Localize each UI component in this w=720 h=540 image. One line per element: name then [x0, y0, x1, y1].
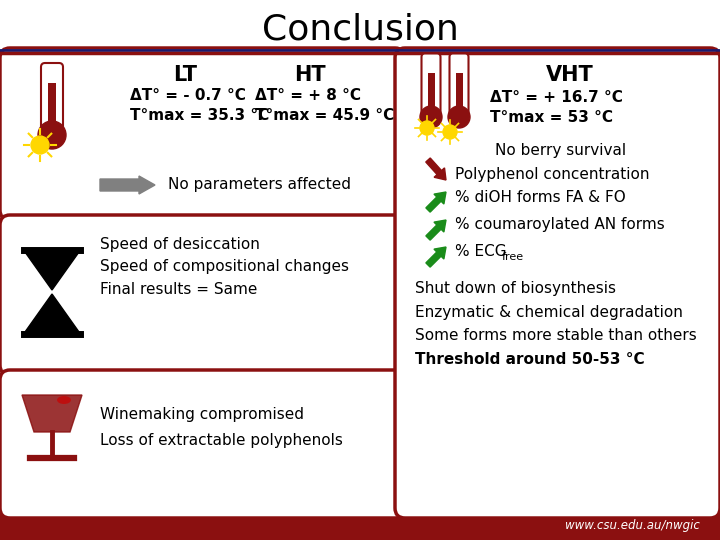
- Text: Speed of compositional changes: Speed of compositional changes: [100, 260, 349, 274]
- Polygon shape: [22, 395, 82, 432]
- Text: ΔT° = + 8 °C: ΔT° = + 8 °C: [255, 87, 361, 103]
- Text: Polyphenol concentration: Polyphenol concentration: [455, 166, 649, 181]
- FancyArrow shape: [426, 220, 446, 240]
- Text: www.csu.edu.au/nwgic: www.csu.edu.au/nwgic: [565, 519, 700, 532]
- Bar: [456, 73, 462, 113]
- Bar: [48, 83, 56, 133]
- Text: Speed of desiccation: Speed of desiccation: [100, 238, 260, 253]
- FancyArrow shape: [100, 176, 155, 194]
- Polygon shape: [25, 252, 79, 290]
- FancyBboxPatch shape: [0, 215, 405, 375]
- Text: VHT: VHT: [546, 65, 594, 85]
- Circle shape: [448, 106, 470, 128]
- Text: Threshold around 50-53 °C: Threshold around 50-53 °C: [415, 353, 644, 368]
- Text: Shut down of biosynthesis: Shut down of biosynthesis: [415, 280, 616, 295]
- Ellipse shape: [57, 396, 71, 404]
- Text: LT: LT: [173, 65, 197, 85]
- Text: Loss of extractable polyphenols: Loss of extractable polyphenols: [100, 434, 343, 449]
- Text: ΔT° = - 0.7 °C: ΔT° = - 0.7 °C: [130, 87, 246, 103]
- FancyBboxPatch shape: [0, 370, 405, 518]
- Text: T°max = 45.9 °C: T°max = 45.9 °C: [255, 107, 395, 123]
- FancyBboxPatch shape: [0, 512, 720, 540]
- Text: HT: HT: [294, 65, 326, 85]
- FancyBboxPatch shape: [395, 48, 720, 518]
- FancyArrow shape: [426, 247, 446, 267]
- Text: Enzymatic & chemical degradation: Enzymatic & chemical degradation: [415, 305, 683, 320]
- FancyArrow shape: [426, 192, 446, 212]
- Text: free: free: [502, 252, 524, 262]
- FancyBboxPatch shape: [421, 53, 441, 118]
- Circle shape: [31, 136, 49, 154]
- Polygon shape: [25, 294, 79, 332]
- Text: Conclusion: Conclusion: [261, 13, 459, 47]
- Text: No parameters affected: No parameters affected: [168, 178, 351, 192]
- Text: ΔT° = + 16.7 °C: ΔT° = + 16.7 °C: [490, 90, 623, 105]
- Text: Winemaking compromised: Winemaking compromised: [100, 408, 304, 422]
- Circle shape: [420, 121, 434, 135]
- Text: No berry survival: No berry survival: [495, 143, 626, 158]
- Text: % ECG: % ECG: [455, 245, 507, 260]
- Text: Final results = Same: Final results = Same: [100, 281, 257, 296]
- FancyBboxPatch shape: [0, 48, 405, 220]
- FancyBboxPatch shape: [449, 53, 469, 118]
- Circle shape: [38, 121, 66, 149]
- Text: T°max = 53 °C: T°max = 53 °C: [490, 111, 613, 125]
- FancyBboxPatch shape: [41, 63, 63, 139]
- Text: T°max = 35.3 °C: T°max = 35.3 °C: [130, 107, 269, 123]
- Text: % coumaroylated AN forms: % coumaroylated AN forms: [455, 218, 665, 233]
- Text: % diOH forms FA & FO: % diOH forms FA & FO: [455, 190, 626, 205]
- FancyArrow shape: [426, 158, 446, 180]
- Circle shape: [42, 125, 62, 145]
- Bar: [428, 73, 434, 113]
- Circle shape: [443, 125, 457, 139]
- Circle shape: [420, 106, 442, 128]
- Text: Some forms more stable than others: Some forms more stable than others: [415, 328, 697, 343]
